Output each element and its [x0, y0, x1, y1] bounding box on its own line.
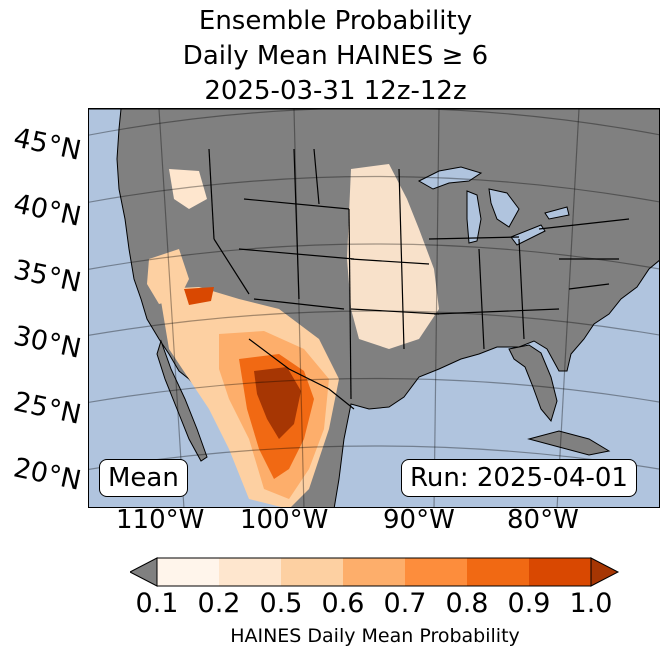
- lat-label-40: 40°N: [10, 188, 84, 233]
- graticule-lat-35: [89, 243, 659, 270]
- border-1: [208, 148, 215, 240]
- prob-region-southwest-max: [254, 367, 301, 439]
- cuba: [527, 430, 611, 456]
- lat-label-30: 30°N: [10, 320, 84, 365]
- colorbar-bin-5: [405, 558, 467, 586]
- border-2: [213, 238, 250, 295]
- prob-region-four-corners: [184, 287, 214, 305]
- colorbar-bin-3: [281, 558, 343, 586]
- title-line-2: Daily Mean HAINES ≥ 6: [182, 41, 489, 71]
- florida: [508, 344, 558, 423]
- colorbar-over-arrow: [590, 557, 620, 587]
- lat-label-25: 25°N: [10, 386, 84, 431]
- border-19: [248, 338, 355, 410]
- border-9: [398, 168, 405, 350]
- graticule-lon-100: [293, 109, 305, 507]
- probability-field: [147, 164, 439, 507]
- lat-label-20: 20°N: [10, 452, 84, 497]
- prob-region-north-plains: [347, 164, 439, 349]
- run-date-box: Run: 2025-04-01: [401, 459, 637, 497]
- lake-huron: [488, 188, 520, 228]
- border-11: [350, 258, 430, 265]
- graticule-lat-25: [89, 377, 659, 403]
- colorbar: [130, 557, 620, 587]
- lake-ontario: [544, 206, 570, 220]
- border-3: [243, 198, 350, 210]
- border-7: [348, 208, 352, 400]
- border-16: [538, 218, 630, 230]
- border-18: [568, 283, 610, 290]
- lat-label-35: 35°N: [10, 254, 84, 299]
- border-14: [478, 248, 485, 350]
- map-canvas: [89, 109, 659, 507]
- graticule-lon-110: [158, 109, 185, 507]
- colorbar-tick-1: 0.2: [197, 588, 241, 619]
- colorbar-tick-5: 0.8: [445, 588, 489, 619]
- lon-label-100: 100°W: [240, 505, 329, 535]
- colorbar-bin-1: [157, 558, 219, 586]
- title-line-1: Ensemble Probability: [198, 6, 473, 36]
- lake-superior: [417, 166, 483, 190]
- colorbar-tick-0: 0.1: [135, 588, 179, 619]
- lon-label-110: 110°W: [116, 505, 205, 535]
- prob-region-montana: [169, 169, 207, 209]
- graticule-lat-30: [89, 310, 659, 336]
- prob-region-nevada: [147, 249, 189, 304]
- colorbar-bin-4: [343, 558, 405, 586]
- border-4: [238, 248, 355, 260]
- border-8: [313, 148, 320, 205]
- state-borders: [208, 148, 630, 410]
- graticule-lon-80: [556, 109, 580, 507]
- colorbar-under-arrow: [130, 557, 158, 587]
- colorbar-bin-2: [219, 558, 281, 586]
- lon-label-80: 80°W: [507, 505, 579, 535]
- border-15: [518, 238, 525, 340]
- lon-label-90: 90°W: [383, 505, 455, 535]
- border-10: [350, 308, 440, 315]
- colorbar-label: HAINES Daily Mean Probability: [230, 625, 520, 647]
- graticule-lon-90: [433, 109, 440, 507]
- border-6: [293, 148, 300, 300]
- colorbar-tick-4: 0.7: [383, 588, 427, 619]
- colorbar-tick-6: 0.9: [507, 588, 551, 619]
- colorbar-tick-3: 0.6: [321, 588, 365, 619]
- lake-michigan: [466, 190, 482, 244]
- colorbar-tick-7: 1.0: [569, 588, 613, 619]
- border-5: [253, 298, 345, 310]
- baja-peninsula: [156, 339, 208, 462]
- colorbar-bin-6: [467, 558, 529, 586]
- colorbar-tick-2: 0.5: [259, 588, 303, 619]
- map-panel: Mean Run: 2025-04-01: [88, 108, 660, 508]
- graticule-lat-45: [89, 109, 659, 136]
- graticule-lat-40: [89, 175, 659, 203]
- mean-label-box: Mean: [99, 459, 188, 497]
- title-line-3: 2025-03-31 12z-12z: [204, 76, 467, 106]
- colorbar-bin-7: [529, 558, 591, 586]
- lat-label-45: 45°N: [10, 122, 84, 167]
- colorbar-outline: [156, 557, 592, 587]
- border-12: [428, 236, 520, 240]
- border-13: [433, 308, 560, 315]
